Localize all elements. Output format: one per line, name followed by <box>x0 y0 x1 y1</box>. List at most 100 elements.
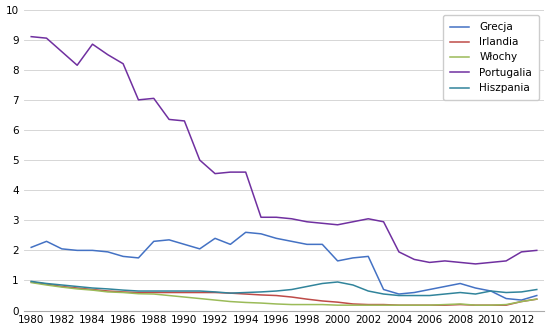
Portugalia <box>350 220 356 224</box>
Irlandia <box>104 289 111 293</box>
Hiszpania <box>89 286 96 290</box>
Irlandia <box>181 291 188 295</box>
Grecja <box>503 297 509 301</box>
Portugalia <box>457 260 464 264</box>
Hiszpania <box>304 285 310 289</box>
Irlandia <box>135 291 142 295</box>
Hiszpania <box>288 288 295 292</box>
Hiszpania <box>487 289 494 293</box>
Portugalia <box>196 158 203 162</box>
Włochy <box>212 298 218 302</box>
Hiszpania <box>166 289 172 293</box>
Włochy <box>273 302 279 306</box>
Grecja <box>534 294 540 298</box>
Grecja <box>472 286 479 290</box>
Irlandia <box>304 297 310 301</box>
Grecja <box>181 242 188 246</box>
Portugalia <box>227 170 234 174</box>
Hiszpania <box>319 281 326 285</box>
Grecja <box>304 242 310 246</box>
Irlandia <box>166 291 172 295</box>
Włochy <box>120 291 127 295</box>
Włochy <box>442 303 448 307</box>
Portugalia <box>166 118 172 121</box>
Hiszpania <box>43 281 50 285</box>
Grecja <box>518 298 525 302</box>
Hiszpania <box>212 290 218 294</box>
Portugalia <box>120 62 127 66</box>
Włochy <box>319 303 326 307</box>
Grecja <box>43 239 50 243</box>
Grecja <box>28 245 35 249</box>
Hiszpania <box>258 290 265 294</box>
Włochy <box>89 288 96 292</box>
Portugalia <box>503 259 509 263</box>
Portugalia <box>212 172 218 176</box>
Hiszpania <box>395 294 402 298</box>
Hiszpania <box>151 289 157 293</box>
Grecja <box>411 291 417 295</box>
Hiszpania <box>196 289 203 293</box>
Irlandia <box>457 303 464 307</box>
Irlandia <box>288 295 295 299</box>
Hiszpania <box>58 283 65 287</box>
Grecja <box>227 242 234 246</box>
Włochy <box>58 285 65 289</box>
Line: Portugalia: Portugalia <box>31 37 537 264</box>
Włochy <box>28 281 35 285</box>
Włochy <box>304 303 310 307</box>
Hiszpania <box>243 291 249 295</box>
Hiszpania <box>135 289 142 293</box>
Line: Irlandia: Irlandia <box>31 282 537 305</box>
Portugalia <box>365 217 372 221</box>
Grecja <box>457 281 464 285</box>
Grecja <box>151 239 157 243</box>
Irlandia <box>350 302 356 306</box>
Portugalia <box>89 42 96 46</box>
Portugalia <box>104 53 111 57</box>
Portugalia <box>472 262 479 266</box>
Włochy <box>243 301 249 305</box>
Grecja <box>395 292 402 296</box>
Line: Włochy: Włochy <box>31 283 537 305</box>
Portugalia <box>273 215 279 219</box>
Irlandia <box>89 288 96 292</box>
Grecja <box>196 247 203 251</box>
Irlandia <box>74 286 80 290</box>
Portugalia <box>258 215 265 219</box>
Hiszpania <box>104 287 111 291</box>
Irlandia <box>196 291 203 295</box>
Portugalia <box>442 259 448 263</box>
Grecja <box>58 247 65 251</box>
Hiszpania <box>334 280 341 284</box>
Grecja <box>288 239 295 243</box>
Włochy <box>503 303 509 307</box>
Portugalia <box>288 217 295 221</box>
Grecja <box>487 289 494 293</box>
Hiszpania <box>273 289 279 293</box>
Portugalia <box>518 250 525 254</box>
Grecja <box>104 250 111 254</box>
Portugalia <box>487 260 494 264</box>
Włochy <box>411 303 417 307</box>
Hiszpania <box>411 294 417 298</box>
Portugalia <box>28 35 35 39</box>
Włochy <box>166 294 172 298</box>
Włochy <box>365 303 372 307</box>
Irlandia <box>426 303 433 307</box>
Hiszpania <box>365 289 372 293</box>
Portugalia <box>151 96 157 100</box>
Irlandia <box>518 300 525 304</box>
Irlandia <box>258 293 265 297</box>
Portugalia <box>58 50 65 54</box>
Włochy <box>104 290 111 294</box>
Grecja <box>380 288 387 292</box>
Portugalia <box>426 260 433 264</box>
Grecja <box>212 236 218 240</box>
Grecja <box>74 248 80 252</box>
Grecja <box>243 230 249 234</box>
Irlandia <box>58 285 65 289</box>
Portugalia <box>135 98 142 102</box>
Grecja <box>442 285 448 289</box>
Hiszpania <box>227 291 234 295</box>
